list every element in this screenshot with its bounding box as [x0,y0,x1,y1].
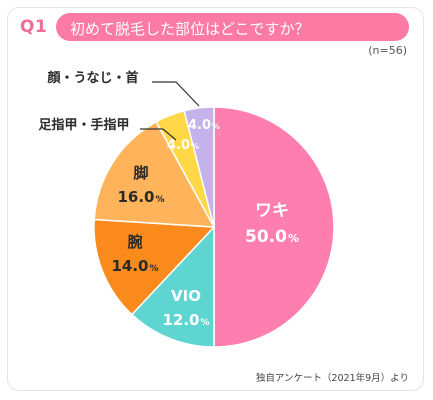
slice-2-value: 12.0% [162,311,209,329]
slice-1-value: 50.0% [245,227,299,247]
slice-2-wedge [130,225,215,348]
question-text: 初めて脱毛した部位はどこですか？ [70,20,310,38]
slice-1-label: ワキ [255,201,289,221]
slice-2-label: VIO [171,287,201,305]
slice-5-leader-line [140,128,177,141]
question-number: Q1 [20,17,48,37]
slice-3-label: 腕 [127,233,142,251]
slice-6-leader-line [152,81,200,107]
slice-5-label: 足指甲・手指甲 [38,117,129,133]
slice-3-value: 14.0% [111,257,158,275]
slice-1-wedge [213,106,335,348]
question-banner: 初めて脱毛した部位はどこですか？ [56,13,409,41]
sample-size: (n=56) [368,44,407,57]
slice-5-value: 4.0% [167,138,199,153]
slice-3-wedge [93,218,216,316]
slice-6-wedge [183,106,215,228]
slice-6-value: 4.0% [188,118,220,133]
slice-4-value: 16.0% [117,188,164,206]
slice-4-label: 脚 [133,164,148,182]
slice-6-label: 顔・うなじ・首 [46,70,138,86]
slice-4-wedge [93,120,216,228]
source-note: 独自アンケート（2021年9月）より [255,373,409,384]
